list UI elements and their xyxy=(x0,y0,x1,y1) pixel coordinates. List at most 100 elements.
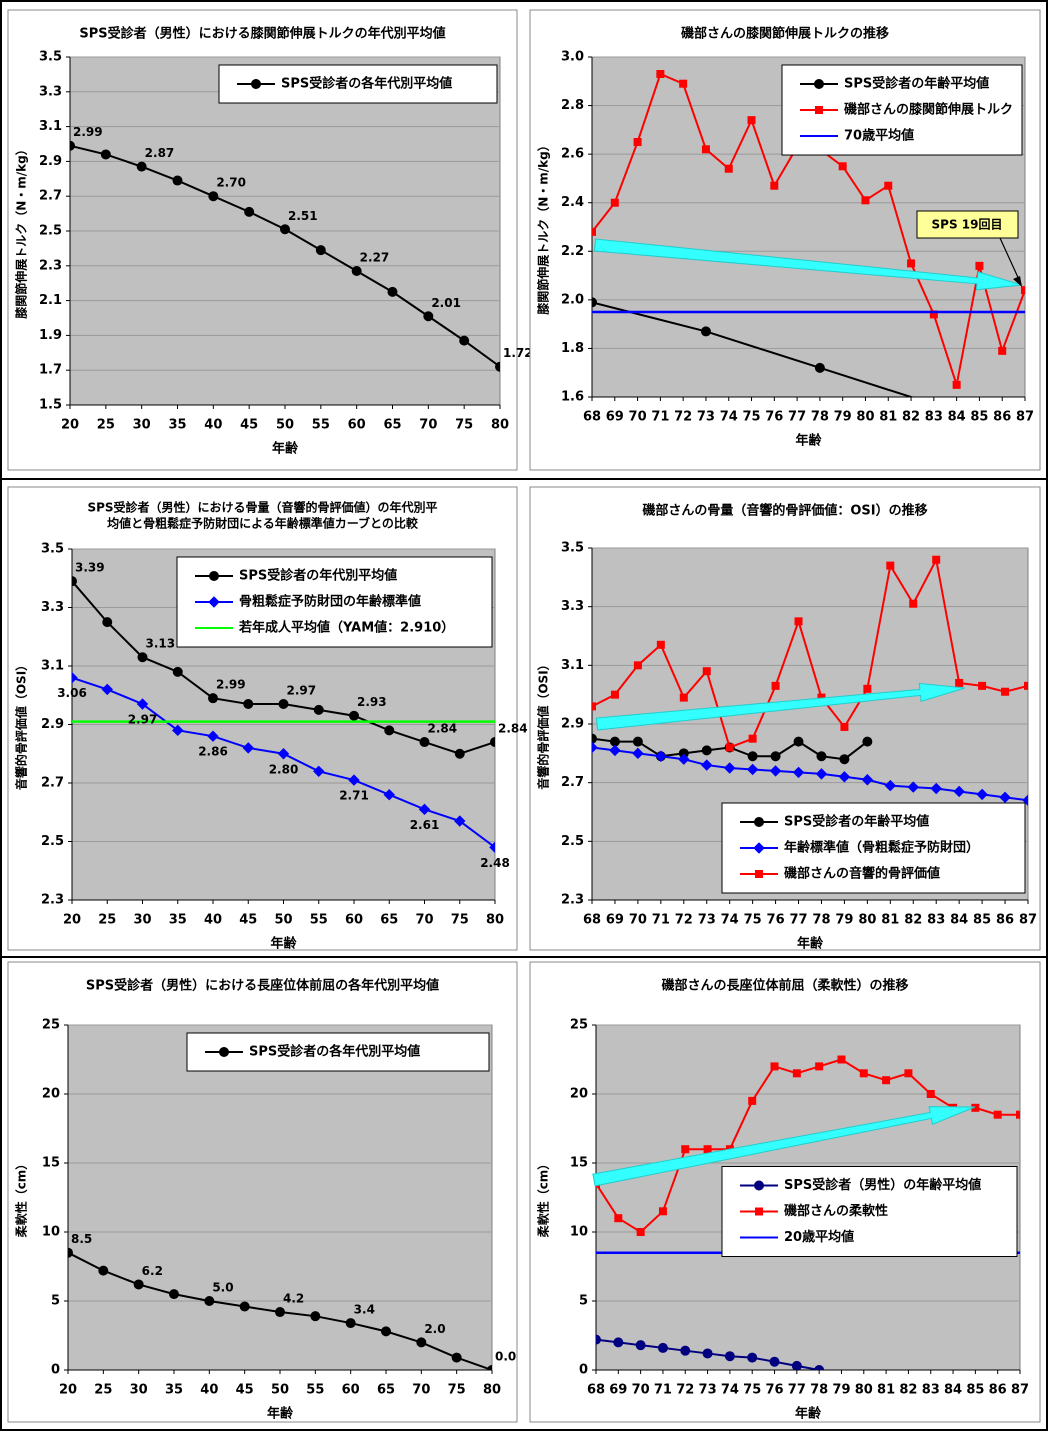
data-point xyxy=(978,681,987,690)
x-tick-label: 85 xyxy=(970,410,988,425)
x-tick-label: 65 xyxy=(380,913,398,928)
data-point xyxy=(679,79,688,88)
data-point xyxy=(748,734,757,743)
x-tick-label: 72 xyxy=(676,1383,694,1398)
x-tick-label: 78 xyxy=(812,913,830,928)
data-point xyxy=(769,765,782,777)
x-tick-label: 45 xyxy=(239,913,257,928)
data-point xyxy=(839,754,850,765)
data-label: 6.2 xyxy=(142,1264,163,1278)
data-label: 2.99 xyxy=(216,678,246,692)
x-axis-label: 年齢 xyxy=(267,1406,294,1422)
data-point xyxy=(701,745,712,756)
x-tick-label: 76 xyxy=(767,913,785,928)
x-tick-label: 30 xyxy=(133,418,151,433)
data-label: 8.5 xyxy=(71,1232,92,1246)
x-tick-label: 72 xyxy=(674,410,692,425)
data-point xyxy=(454,748,465,759)
data-point xyxy=(816,751,827,762)
y-tick-label: 2.1 xyxy=(39,293,62,308)
data-label: 0.0 xyxy=(495,1350,516,1364)
chart-title: 磯部さんの骨量（音響的骨評価値：OSI）の推移 xyxy=(642,503,927,519)
data-point xyxy=(859,1069,868,1078)
data-point xyxy=(596,1334,601,1345)
data-point xyxy=(384,725,395,736)
data-point xyxy=(244,206,255,217)
x-tick-label: 82 xyxy=(902,410,920,425)
data-point xyxy=(454,815,466,827)
x-tick-label: 80 xyxy=(486,913,504,928)
data-point xyxy=(387,286,398,297)
series-line xyxy=(592,556,1028,749)
data-point xyxy=(815,1062,824,1071)
x-tick-label: 79 xyxy=(832,1383,850,1398)
x-tick-label: 70 xyxy=(629,410,647,425)
data-point xyxy=(610,198,619,207)
x-tick-label: 80 xyxy=(491,418,509,433)
y-tick-label: 2.7 xyxy=(41,776,64,791)
data-point xyxy=(792,1069,801,1078)
x-tick-label: 80 xyxy=(483,1383,501,1398)
y-tick-label: 10 xyxy=(42,1225,60,1240)
data-label: 1.72 xyxy=(503,346,533,360)
data-point xyxy=(770,751,781,762)
x-tick-label: 50 xyxy=(274,913,292,928)
data-point xyxy=(208,693,218,704)
data-point xyxy=(658,1207,667,1216)
y-tick-label: 2.9 xyxy=(39,154,62,169)
series-group xyxy=(592,555,1028,806)
data-point xyxy=(814,1365,825,1370)
data-point xyxy=(275,1307,285,1318)
data-point xyxy=(592,227,596,236)
y-tick-label: 5 xyxy=(579,1294,588,1309)
data-point xyxy=(882,1076,891,1085)
x-tick-label: 75 xyxy=(455,418,473,433)
y-tick-label: 3.5 xyxy=(39,50,62,65)
x-tick-label: 76 xyxy=(765,1383,783,1398)
data-point xyxy=(904,1069,913,1078)
data-label: 2.97 xyxy=(287,684,317,698)
data-point xyxy=(771,681,780,690)
data-point xyxy=(747,116,756,125)
trend-arrow xyxy=(593,238,1023,291)
legend-marker xyxy=(219,1047,229,1057)
data-point xyxy=(793,736,804,747)
data-point xyxy=(953,785,965,798)
data-point xyxy=(489,841,495,854)
data-point xyxy=(656,70,665,78)
data-point xyxy=(701,759,713,771)
data-point xyxy=(769,1356,780,1367)
x-tick-label: 75 xyxy=(744,913,762,928)
legend-label: SPS受診者の各年代別平均値 xyxy=(281,76,452,92)
data-point xyxy=(792,766,805,779)
x-tick-label: 75 xyxy=(742,410,760,425)
x-tick-label: 69 xyxy=(609,1383,627,1398)
data-point xyxy=(133,1279,144,1290)
x-tick-label: 74 xyxy=(720,410,738,425)
data-label: 2.84 xyxy=(498,722,528,736)
x-tick-label: 75 xyxy=(743,1383,761,1398)
data-point xyxy=(423,311,434,322)
data-point xyxy=(863,684,872,693)
data-point xyxy=(656,640,665,649)
y-tick-label: 3.3 xyxy=(561,599,584,614)
data-label: 5.0 xyxy=(212,1281,233,1295)
data-point xyxy=(207,730,219,742)
data-point xyxy=(313,765,325,778)
data-point xyxy=(633,138,642,146)
data-point xyxy=(747,751,758,762)
y-tick-label: 15 xyxy=(42,1156,60,1171)
x-tick-label: 45 xyxy=(240,418,258,433)
data-label: 2.87 xyxy=(145,146,175,160)
x-tick-label: 60 xyxy=(348,418,366,433)
y-tick-label: 3.1 xyxy=(41,659,64,674)
trend-arrow xyxy=(595,682,966,731)
x-tick-label: 20 xyxy=(63,913,81,928)
data-point xyxy=(592,702,596,711)
data-point xyxy=(678,753,690,765)
data-point xyxy=(976,788,988,801)
data-label: 2.48 xyxy=(480,856,510,870)
legend-label: SPS受診者の年齢平均値 xyxy=(784,814,929,830)
y-tick-label: 2.3 xyxy=(39,258,62,273)
series-line xyxy=(592,301,915,397)
